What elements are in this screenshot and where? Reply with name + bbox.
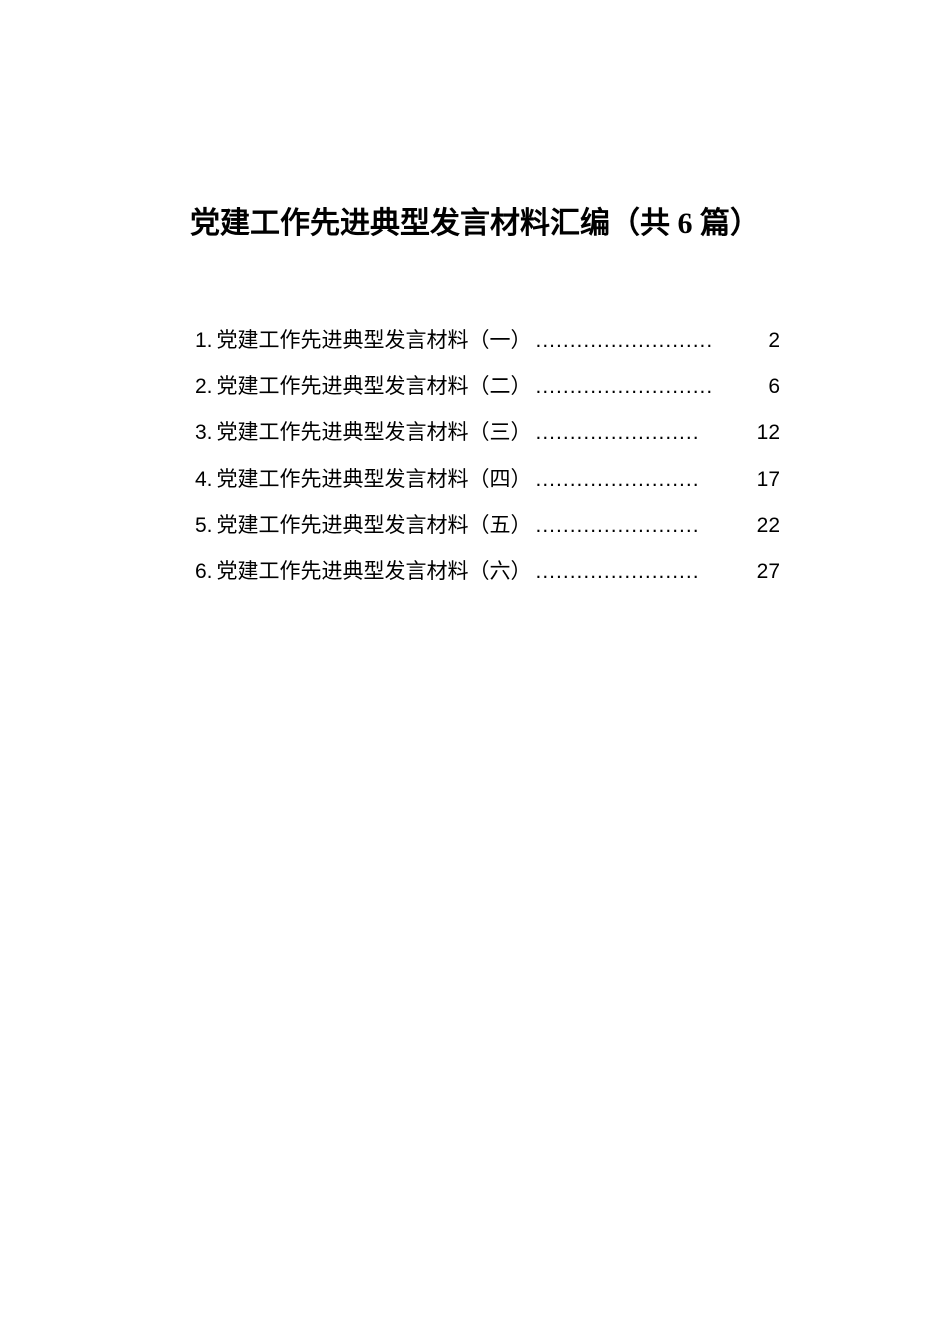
toc-item: 5. 党建工作先进典型发言材料（五） .....................… xyxy=(195,503,780,549)
toc-item-page: 22 xyxy=(757,503,780,549)
toc-item-number: 5. xyxy=(195,503,213,549)
toc-item: 3. 党建工作先进典型发言材料（三） .....................… xyxy=(195,410,780,456)
toc-item: 4. 党建工作先进典型发言材料（四） .....................… xyxy=(195,457,780,503)
toc-item: 1. 党建工作先进典型发言材料（一） .....................… xyxy=(195,318,780,364)
toc-item-text: 党建工作先进典型发言材料（一） xyxy=(217,318,532,364)
toc-item-dots: .......................... xyxy=(532,364,769,410)
document-page: 党建工作先进典型发言材料汇编（共 6 篇） 1. 党建工作先进典型发言材料（一）… xyxy=(0,0,950,595)
toc-item-text: 党建工作先进典型发言材料（五） xyxy=(217,503,532,549)
toc-item-number: 6. xyxy=(195,549,213,595)
toc-item-number: 3. xyxy=(195,410,213,456)
toc-item-dots: ........................ xyxy=(532,457,757,503)
toc-item-dots: .......................... xyxy=(532,318,769,364)
toc-item-text: 党建工作先进典型发言材料（二） xyxy=(217,364,532,410)
toc-item-dots: ........................ xyxy=(532,503,757,549)
document-title: 党建工作先进典型发言材料汇编（共 6 篇） xyxy=(150,200,800,248)
toc-item-number: 4. xyxy=(195,457,213,503)
toc-item-dots: ........................ xyxy=(532,549,757,595)
toc-item-dots: ........................ xyxy=(532,410,757,456)
toc-item-text: 党建工作先进典型发言材料（四） xyxy=(217,457,532,503)
toc-item: 2. 党建工作先进典型发言材料（二） .....................… xyxy=(195,364,780,410)
toc-item: 6. 党建工作先进典型发言材料（六） .....................… xyxy=(195,549,780,595)
toc-item-text: 党建工作先进典型发言材料（六） xyxy=(217,549,532,595)
table-of-contents: 1. 党建工作先进典型发言材料（一） .....................… xyxy=(150,318,800,595)
toc-item-page: 6 xyxy=(768,364,780,410)
toc-item-number: 2. xyxy=(195,364,213,410)
toc-item-page: 2 xyxy=(768,318,780,364)
toc-item-page: 12 xyxy=(757,410,780,456)
toc-item-page: 27 xyxy=(757,549,780,595)
toc-item-page: 17 xyxy=(757,457,780,503)
toc-item-text: 党建工作先进典型发言材料（三） xyxy=(217,410,532,456)
toc-item-number: 1. xyxy=(195,318,213,364)
